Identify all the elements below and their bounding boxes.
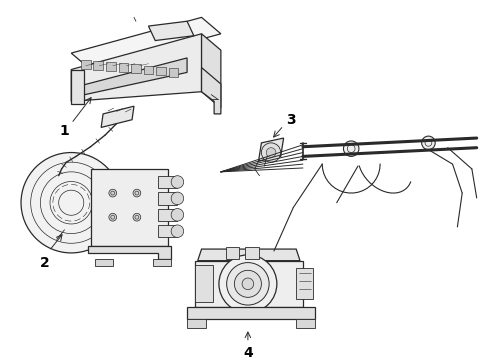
Text: 3: 3 [287, 113, 296, 127]
Polygon shape [96, 259, 113, 266]
Bar [144, 66, 153, 74]
Text: 1: 1 [60, 124, 70, 138]
Circle shape [109, 213, 117, 221]
Polygon shape [158, 176, 177, 188]
Polygon shape [101, 106, 134, 127]
Bar [94, 61, 103, 70]
Bar [119, 63, 128, 72]
Circle shape [242, 278, 254, 289]
Circle shape [109, 189, 117, 197]
Polygon shape [197, 249, 300, 261]
Circle shape [171, 192, 184, 205]
Polygon shape [201, 34, 221, 108]
Polygon shape [245, 247, 259, 259]
Circle shape [171, 208, 184, 221]
Polygon shape [201, 68, 221, 114]
Polygon shape [71, 69, 84, 104]
Circle shape [343, 141, 359, 156]
Circle shape [219, 255, 277, 313]
Polygon shape [226, 247, 239, 259]
Circle shape [261, 143, 281, 162]
Polygon shape [71, 17, 221, 69]
Text: 4: 4 [243, 346, 253, 360]
Bar [156, 67, 166, 76]
Circle shape [171, 176, 184, 188]
Bar [81, 60, 91, 68]
Polygon shape [259, 138, 284, 161]
Bar [131, 64, 141, 73]
Circle shape [234, 270, 261, 297]
Polygon shape [148, 21, 194, 41]
Polygon shape [71, 34, 201, 102]
Polygon shape [296, 319, 316, 328]
Polygon shape [91, 169, 168, 246]
Polygon shape [158, 225, 177, 238]
Circle shape [266, 148, 276, 157]
Circle shape [422, 136, 435, 150]
Circle shape [227, 262, 269, 305]
Circle shape [133, 213, 141, 221]
Polygon shape [153, 259, 171, 266]
Circle shape [21, 153, 122, 253]
Text: 2: 2 [40, 256, 50, 270]
Circle shape [171, 225, 184, 238]
Polygon shape [88, 246, 171, 259]
Polygon shape [195, 265, 213, 302]
Polygon shape [195, 261, 303, 307]
Bar [106, 62, 116, 71]
Polygon shape [187, 307, 316, 319]
Polygon shape [158, 192, 177, 205]
Bar [169, 68, 178, 77]
Polygon shape [296, 268, 313, 299]
Polygon shape [187, 319, 206, 328]
Polygon shape [76, 58, 187, 96]
Polygon shape [158, 208, 177, 221]
Circle shape [133, 189, 141, 197]
